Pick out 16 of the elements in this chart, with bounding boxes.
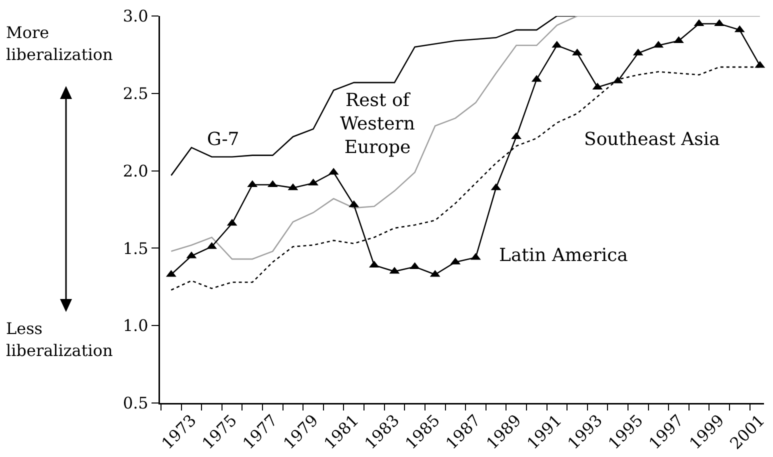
- text: Less liberalization: [6, 319, 113, 360]
- point: [410, 262, 420, 270]
- text: More liberalization: [6, 23, 113, 64]
- y-tick-label: 2.5: [122, 84, 148, 103]
- series-label: G-7: [207, 129, 240, 150]
- line-series: [170, 16, 578, 176]
- series-label: Rest of Western Europe: [340, 90, 416, 158]
- point: [470, 252, 481, 260]
- y-tick-label: 0.5: [122, 394, 148, 413]
- y-tick-label: 1.0: [122, 316, 148, 336]
- y-tick-label: 3.0: [122, 6, 148, 26]
- series-label: Latin America: [499, 245, 628, 266]
- series-label: Southeast Asia: [584, 129, 720, 150]
- y-tick-label: 2.0: [122, 161, 148, 180]
- y-tick-label: 1.5: [122, 238, 148, 258]
- point: [674, 36, 684, 44]
